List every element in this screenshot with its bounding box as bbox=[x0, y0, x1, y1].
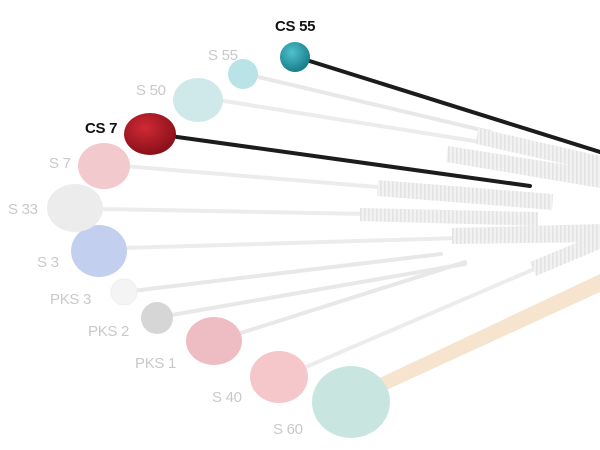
mallet-s40-grip bbox=[530, 233, 600, 276]
label-pks3: PKS 3 bbox=[50, 291, 91, 308]
mallet-s33-head bbox=[47, 184, 103, 232]
mallet-cs55[interactable] bbox=[280, 42, 600, 154]
mallet-s40[interactable] bbox=[250, 233, 600, 403]
mallet-cs55-shaft bbox=[298, 56, 600, 154]
label-s55: S 55 bbox=[208, 47, 238, 64]
mallet-s7-grip bbox=[377, 180, 553, 210]
mallet-s50-grip bbox=[446, 146, 600, 188]
mallet-s33-shaft bbox=[96, 207, 372, 216]
label-s3: S 3 bbox=[37, 254, 59, 271]
label-s40: S 40 bbox=[212, 389, 242, 406]
mallet-s55-shaft bbox=[248, 73, 492, 134]
mallet-s3-shaft bbox=[120, 236, 462, 250]
mallet-s60[interactable] bbox=[312, 274, 600, 438]
mallet-s55[interactable] bbox=[228, 59, 600, 172]
mallet-s3-grip bbox=[452, 224, 600, 244]
mallet-pks2-head bbox=[141, 302, 173, 334]
label-s60: S 60 bbox=[273, 421, 303, 438]
label-cs55: CS 55 bbox=[275, 18, 315, 35]
mallet-s7-head bbox=[78, 143, 130, 189]
mallet-cs7-shaft bbox=[168, 134, 532, 188]
mallet-s3-head bbox=[71, 225, 127, 277]
mallet-pks3[interactable] bbox=[110, 252, 443, 306]
mallet-s60-shaft bbox=[350, 274, 600, 404]
mallet-pks2[interactable] bbox=[141, 262, 467, 334]
mallet-s40-shaft bbox=[290, 256, 562, 375]
mallet-s3[interactable] bbox=[71, 224, 600, 277]
mallet-pks1-shaft bbox=[223, 260, 467, 340]
label-s33: S 33 bbox=[8, 201, 38, 218]
mallet-s33[interactable] bbox=[47, 184, 538, 232]
mallet-s7[interactable] bbox=[78, 143, 553, 210]
mallet-s7-shaft bbox=[122, 164, 392, 190]
mallet-s60-head bbox=[312, 366, 390, 438]
mallet-s55-head bbox=[228, 59, 258, 89]
mallet-cs7-head bbox=[124, 113, 176, 155]
mallet-cs7[interactable] bbox=[124, 113, 532, 188]
label-s50: S 50 bbox=[136, 82, 166, 99]
label-pks2: PKS 2 bbox=[88, 323, 129, 340]
mallet-s40-head bbox=[250, 351, 308, 403]
mallet-cs55-head bbox=[280, 42, 310, 72]
mallet-pks2-shaft bbox=[164, 262, 467, 318]
mallet-s33-grip bbox=[360, 208, 538, 226]
label-pks1: PKS 1 bbox=[135, 355, 176, 372]
mallet-pks1-head bbox=[186, 317, 242, 365]
mallet-s50-shaft bbox=[216, 98, 482, 144]
mallet-pks3-head bbox=[110, 278, 138, 306]
label-s7: S 7 bbox=[49, 155, 71, 172]
label-cs7: CS 7 bbox=[85, 120, 117, 137]
mallet-s50[interactable] bbox=[173, 78, 600, 188]
mallet-pks3-shaft bbox=[130, 252, 443, 293]
mallet-pks1[interactable] bbox=[186, 260, 467, 365]
mallet-s50-head bbox=[173, 78, 223, 122]
mallet-s55-grip bbox=[476, 128, 600, 172]
